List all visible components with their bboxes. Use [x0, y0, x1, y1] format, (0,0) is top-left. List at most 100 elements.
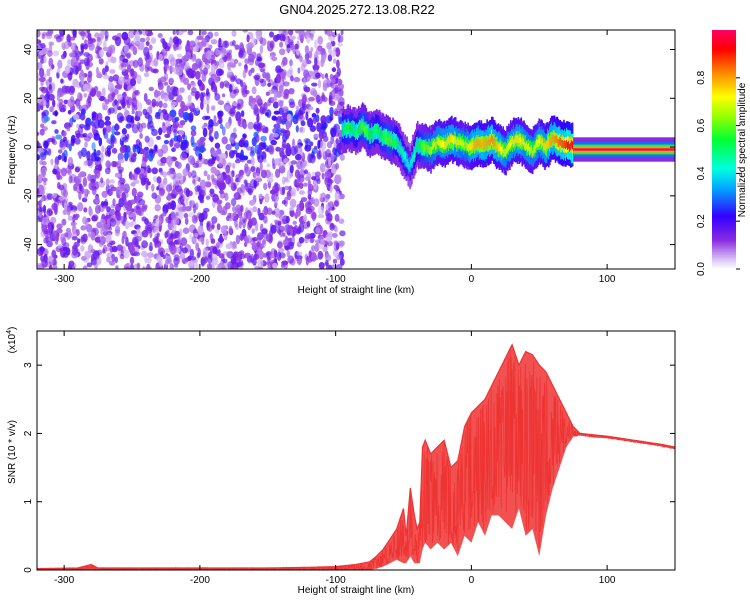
noise-cell [171, 147, 176, 153]
noise-cell [266, 207, 273, 215]
noise-cell [225, 243, 232, 250]
noise-cell [264, 145, 269, 152]
noise-cell [242, 30, 249, 33]
signal-cell [550, 136, 553, 145]
noise-cell [207, 254, 213, 264]
noise-cell [275, 128, 281, 134]
noise-cell [230, 136, 236, 144]
noise-cell [291, 138, 296, 148]
noise-cell [148, 44, 153, 51]
noise-cell [260, 135, 267, 142]
noise-cell [56, 228, 63, 234]
noise-cell [100, 235, 105, 246]
signal-cell [404, 151, 407, 168]
noise-cell [61, 218, 67, 226]
signal-cell [352, 124, 354, 133]
noise-cell [195, 70, 201, 80]
noise-cell [80, 185, 84, 195]
noise-cell [259, 161, 263, 172]
signal-cell [547, 140, 549, 149]
signal-cell [344, 126, 347, 135]
noise-cell [218, 162, 224, 168]
noise-cell [151, 192, 158, 199]
noise-cell [132, 84, 136, 92]
noise-cell [98, 137, 103, 147]
signal-cell [511, 138, 513, 147]
signal-cell [386, 128, 389, 145]
signal-cell [351, 126, 353, 135]
noise-cell [160, 90, 165, 100]
signal-cell [377, 127, 379, 136]
noise-cell [265, 71, 271, 82]
noise-cell [258, 62, 265, 69]
colorbar-gradient [712, 30, 736, 269]
signal-cell [474, 141, 477, 149]
noise-cell [305, 255, 309, 266]
noise-cell [199, 179, 207, 189]
noise-cell [203, 53, 208, 58]
noise-cell [326, 177, 333, 188]
noise-cell [215, 242, 220, 249]
signal-cell [345, 125, 348, 133]
signal-cell [444, 141, 446, 150]
noise-cell [303, 86, 311, 93]
noise-cell [200, 257, 205, 267]
noise-cell [39, 67, 45, 78]
noise-cell [286, 69, 293, 78]
signal-cell [346, 122, 349, 131]
noise-cell [157, 83, 164, 91]
noise-cell [195, 91, 199, 101]
snr-y-label: SNR (10 * v/v) [7, 420, 18, 484]
colorbar-label: Normalized spectral amplitude [737, 82, 748, 217]
noise-cell [153, 57, 159, 67]
noise-cell [197, 79, 203, 87]
noise-cell [111, 92, 116, 98]
noise-cell [151, 167, 158, 175]
noise-cell [160, 250, 164, 258]
noise-cell [295, 179, 301, 186]
noise-cell [169, 57, 177, 67]
noise-cell [278, 85, 284, 93]
noise-cell [109, 208, 116, 216]
noise-cell [247, 220, 252, 231]
noise-cell [149, 104, 153, 114]
signal-cell [543, 142, 545, 151]
signal-cell [436, 136, 439, 145]
noise-cell [115, 225, 121, 234]
noise-cell [140, 122, 147, 129]
signal-cell [454, 136, 456, 144]
noise-cell [177, 238, 182, 246]
noise-cell [281, 186, 285, 196]
noise-cell [283, 196, 288, 207]
noise-cell [268, 89, 276, 95]
noise-cell [328, 116, 334, 122]
noise-cell [162, 254, 166, 259]
noise-cell [261, 125, 267, 133]
noise-cell [218, 37, 222, 47]
signal-cell [527, 144, 529, 153]
noise-cell [314, 171, 321, 177]
noise-cell [221, 206, 228, 216]
signal-cell [471, 142, 473, 150]
noise-cell [301, 94, 307, 104]
signal-cell [368, 124, 370, 140]
noise-cell [133, 147, 140, 153]
noise-cell [339, 258, 345, 266]
noise-cell [84, 39, 88, 45]
noise-cell [82, 83, 89, 92]
signal-cell [437, 137, 440, 146]
signal-cell [458, 139, 461, 148]
noise-cell [169, 245, 177, 255]
signal-cell [407, 159, 409, 168]
noise-cell [221, 93, 226, 98]
noise-cell [72, 30, 77, 38]
noise-cell [48, 76, 53, 83]
signal-cell [353, 128, 355, 137]
noise-cell [324, 195, 329, 203]
signal-cell [367, 130, 370, 138]
signal-cell [411, 158, 413, 167]
spectrogram-x-tick-label: 100 [599, 274, 616, 285]
signal-cell [343, 123, 346, 131]
noise-cell [112, 74, 120, 82]
